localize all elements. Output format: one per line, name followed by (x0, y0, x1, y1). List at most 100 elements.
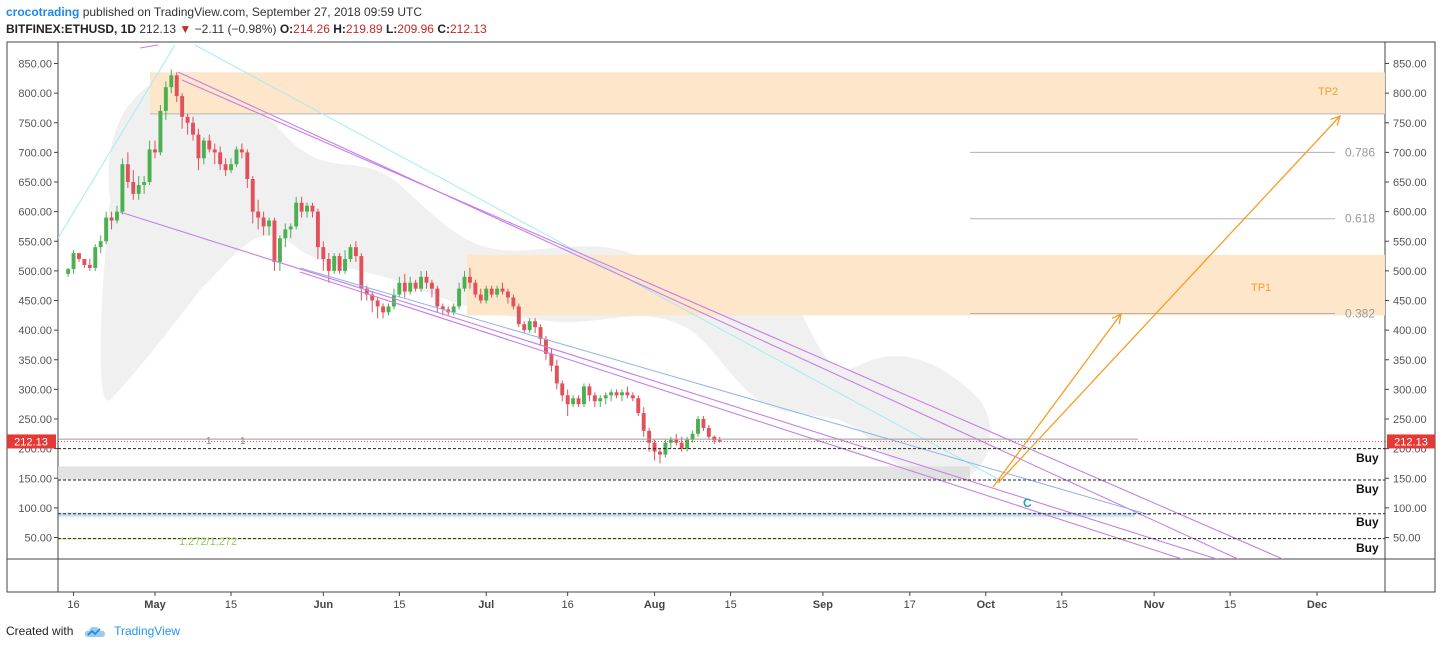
candle-body (332, 256, 337, 271)
candle-body (652, 442, 657, 452)
candle-body (207, 140, 212, 150)
cyan-trendline-up (58, 44, 176, 239)
candle-body (196, 134, 201, 159)
publish-info: published on TradingView.com, September … (82, 5, 423, 19)
candle-body (549, 353, 554, 366)
candle-body (120, 164, 125, 212)
candle-body (391, 294, 396, 307)
candle-body (288, 226, 293, 230)
y-tick-label-right: 50.00 (1393, 533, 1421, 545)
candle-body (582, 386, 586, 405)
last-price-badge-left-text: 212.13 (14, 436, 48, 448)
fib-label: 0.618 (1345, 212, 1375, 226)
x-tick-label: 16 (67, 599, 79, 611)
cyan-trendline-down (194, 44, 1001, 481)
candle-body (180, 96, 185, 117)
symbol-name[interactable]: BITFINEX:ETHUSD, 1D (6, 22, 137, 36)
y-tick-label-right: 350.00 (1393, 355, 1427, 367)
candle-body (142, 182, 147, 185)
candle-body (435, 288, 440, 307)
candle-body (478, 294, 483, 301)
candle-body (484, 288, 489, 301)
candle-body (375, 300, 380, 307)
y-tick-label-left: 600.00 (18, 207, 52, 219)
tradingview-link[interactable]: TradingView (114, 624, 181, 638)
candle-body (429, 282, 434, 289)
candle-body (82, 259, 87, 265)
y-tick-label-right: 800.00 (1393, 88, 1427, 100)
candle-body (706, 427, 711, 437)
x-tick-label: 15 (225, 599, 237, 611)
y-tick-label-right: 550.00 (1393, 236, 1427, 248)
candle-body (386, 306, 391, 313)
candle-body (245, 152, 250, 180)
candle-body (98, 241, 103, 248)
support-band (58, 466, 970, 480)
buy-label: Buy (1356, 482, 1379, 496)
candle-body (565, 395, 570, 405)
x-tick-label: Aug (644, 599, 665, 611)
candle-body (201, 140, 206, 159)
candle-body (712, 436, 717, 441)
y-tick-label-right: 400.00 (1393, 325, 1427, 337)
candle-body (364, 288, 369, 295)
high-label: H: (333, 22, 346, 36)
y-tick-label-right: 650.00 (1393, 177, 1427, 189)
target-zone-tp1 (467, 254, 1385, 316)
candle-body (397, 282, 402, 295)
candle-body (66, 269, 71, 274)
candle-body (169, 75, 174, 88)
tp1-arrow (992, 313, 1122, 488)
candle-body (402, 282, 407, 292)
y-tick-label-right: 500.00 (1393, 266, 1427, 278)
candle-body (229, 164, 233, 171)
candle-body (598, 398, 603, 402)
candle-body (533, 321, 538, 328)
candle-body (131, 182, 136, 194)
y-tick-label-left: 650.00 (18, 177, 52, 189)
y-tick-label-left: 150.00 (18, 473, 52, 485)
candle-body (299, 202, 304, 212)
candle-body (381, 306, 386, 313)
candle-body (576, 398, 581, 405)
y-tick-label-right: 300.00 (1393, 384, 1427, 396)
y-tick-label-left: 100.00 (18, 503, 52, 515)
candle-body (408, 282, 413, 292)
last-price-badge-right-text: 212.13 (1394, 436, 1428, 448)
y-tick-label-right: 150.00 (1393, 473, 1427, 485)
x-tick-label: May (144, 599, 166, 611)
candle-body (679, 442, 684, 449)
candle-body (527, 321, 532, 331)
symbol-line: BITFINEX:ETHUSD, 1D 212.13 ▼ −2.11 (−0.9… (6, 21, 487, 38)
y-tick-label-left: 700.00 (18, 147, 52, 159)
candle-body (191, 122, 195, 135)
candle-body (690, 433, 695, 440)
author-link[interactable]: crocotrading (6, 5, 80, 19)
fib-label: 0.786 (1345, 145, 1375, 159)
zone-label-tp1: TP1 (1251, 282, 1271, 294)
x-tick-label: 15 (1224, 599, 1236, 611)
y-tick-label-left: 400.00 (18, 325, 52, 337)
footer: Created with TradingView (6, 624, 180, 639)
candle-body (500, 288, 505, 292)
candle-body (419, 276, 424, 289)
candle-body (609, 392, 614, 396)
candle-body (516, 306, 521, 325)
candle-body (294, 202, 299, 227)
tradingview-cloud-icon (84, 626, 105, 637)
candle-body (337, 256, 342, 271)
candle-body (495, 288, 500, 295)
candle-body (136, 184, 141, 194)
x-tick-label: Sep (813, 599, 833, 611)
candle-body (315, 211, 320, 248)
y-tick-label-left: 50.00 (24, 533, 52, 545)
last-price-badge-right (1387, 434, 1435, 449)
y-tick-label-right: 450.00 (1393, 296, 1427, 308)
x-tick-label: 16 (562, 599, 574, 611)
candle-body (250, 179, 255, 212)
wedge-line-1 (181, 79, 1285, 559)
open-label: O: (279, 22, 294, 36)
candle-body (560, 383, 565, 396)
candle-body (277, 238, 282, 262)
